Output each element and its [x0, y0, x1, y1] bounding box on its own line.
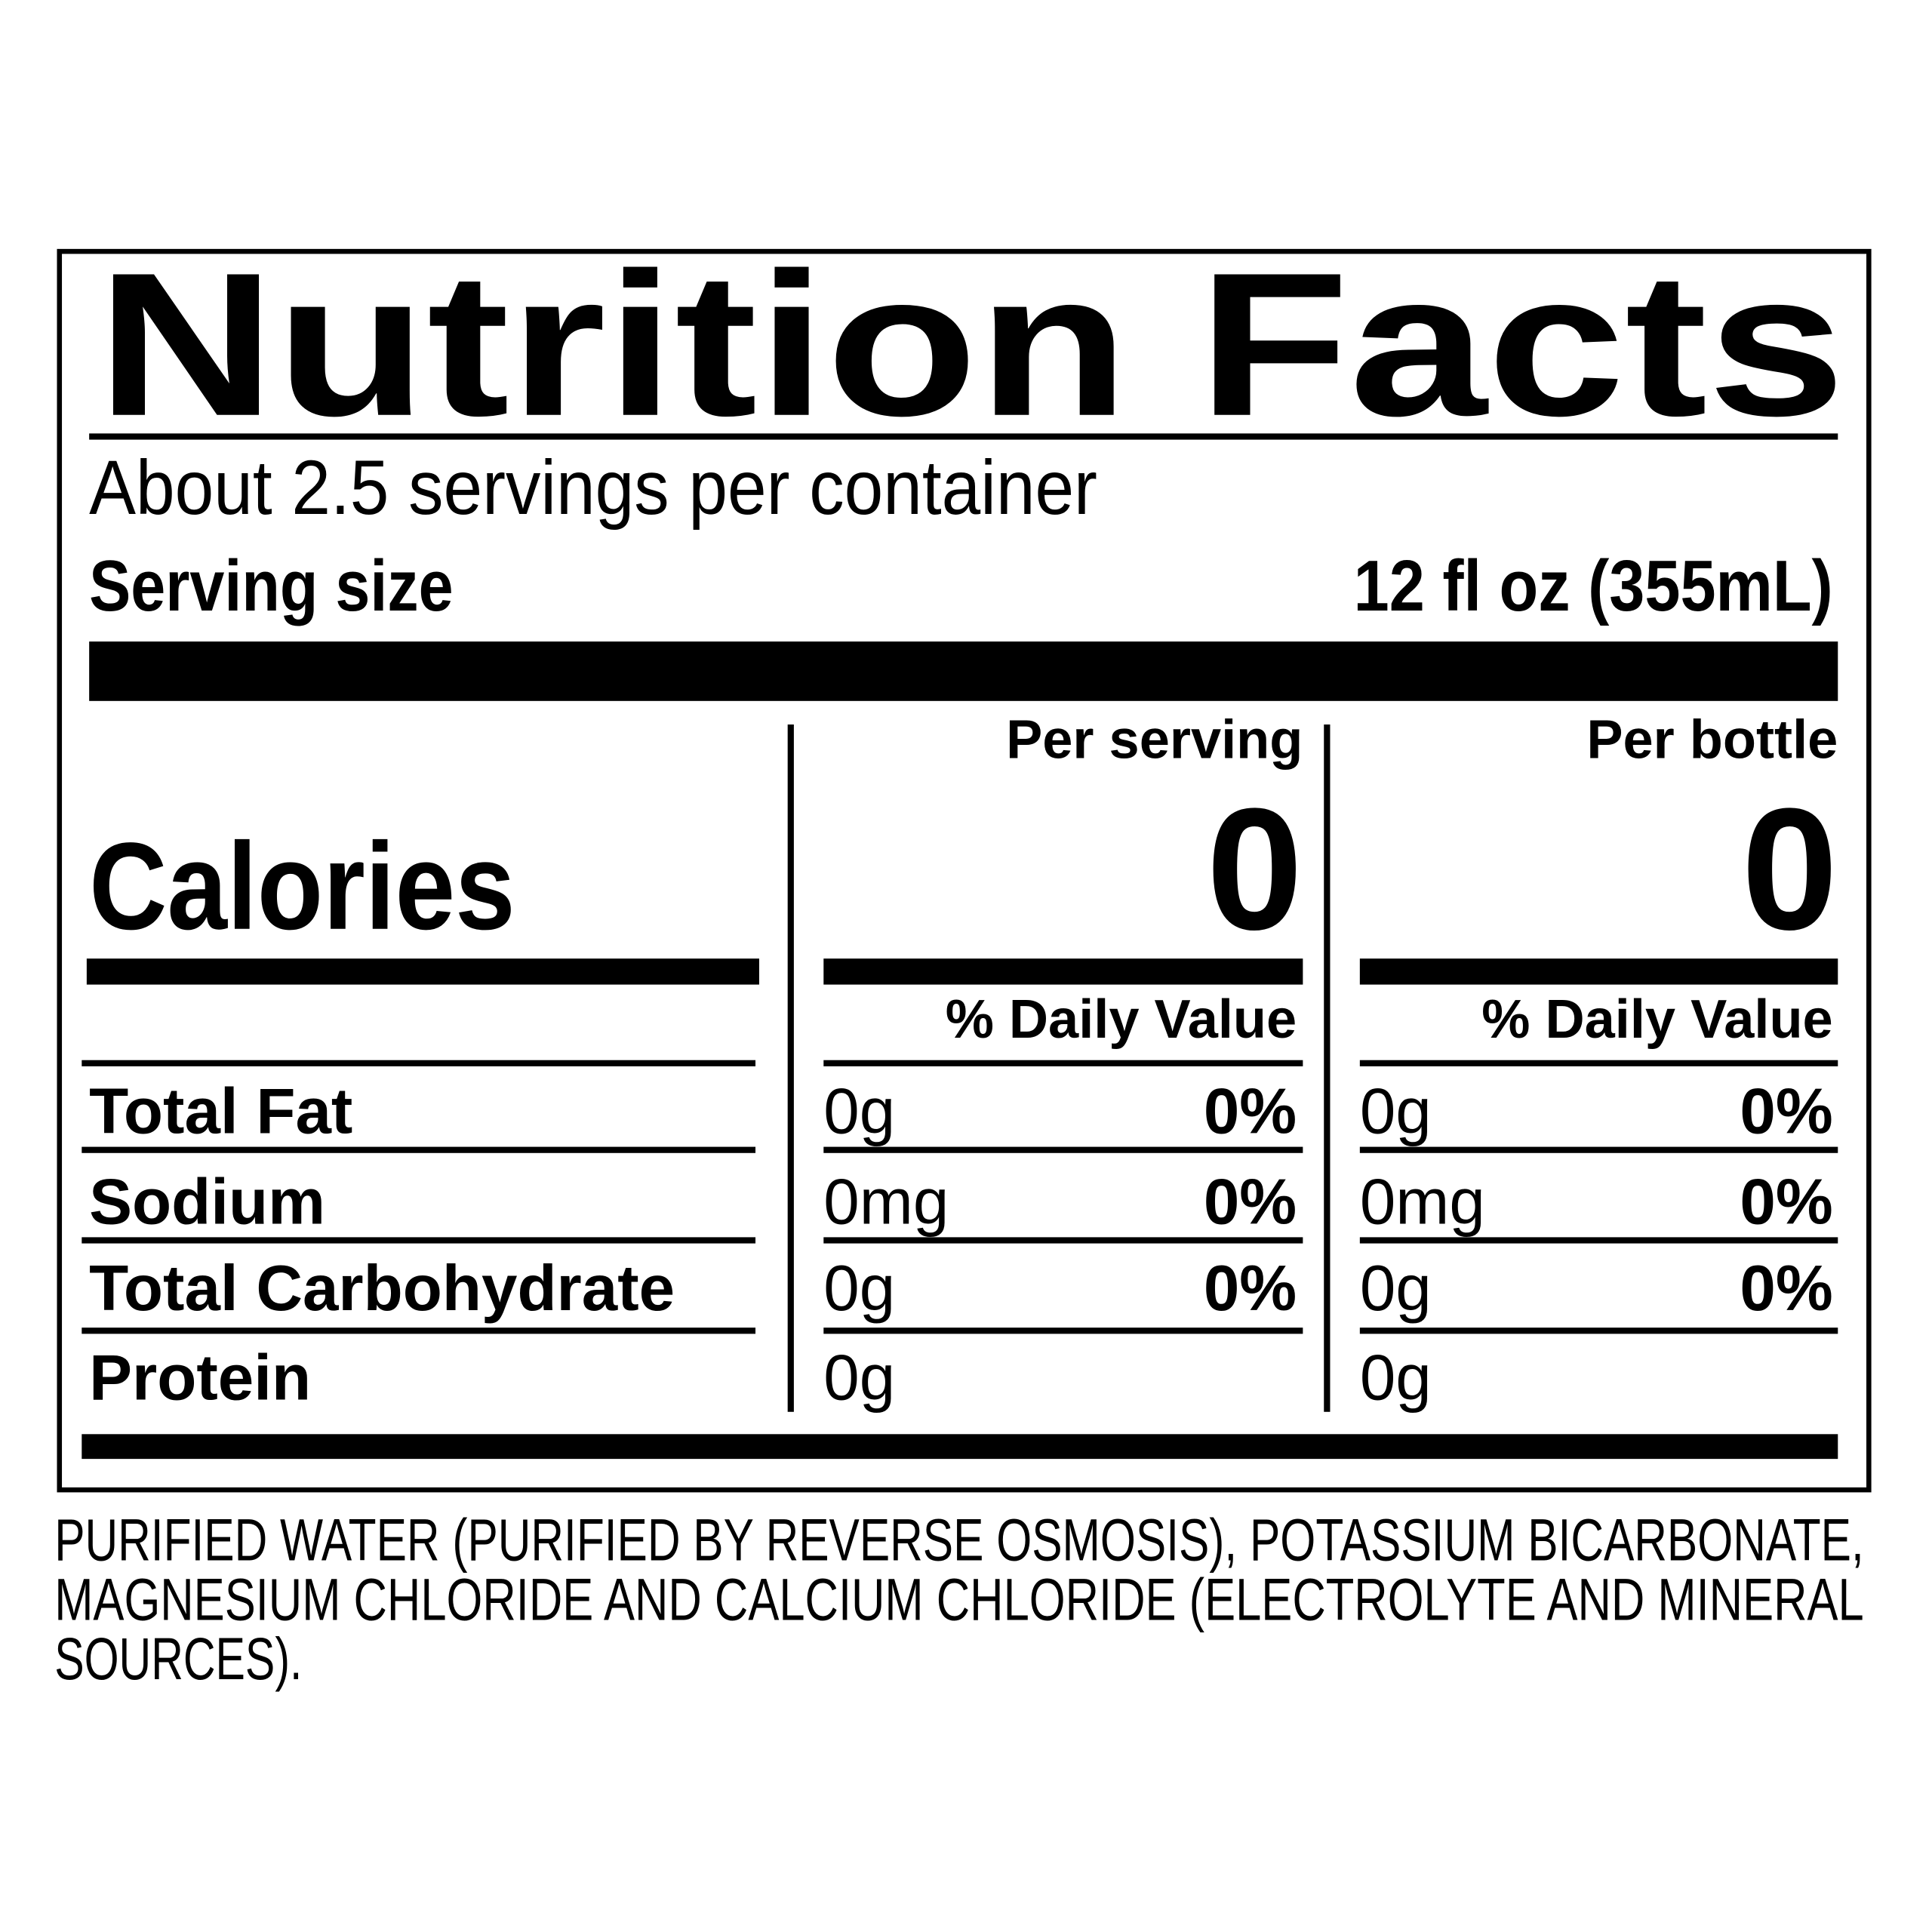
- nutrient-rows: Total Fat 0g 0% 0g 0% Sodium 0mg 0% 0mg 0% Total C…: [89, 1076, 1833, 1414]
- medium-bar: [86, 958, 759, 985]
- nutrient-name: Total Carbohydrate: [89, 1253, 675, 1324]
- medium-bar: [823, 958, 1303, 985]
- thick-bar: [82, 1434, 1838, 1460]
- nutrient-dv: 0%: [1740, 1166, 1832, 1238]
- rule: [82, 1237, 756, 1244]
- daily-value-heading: % Daily Value: [1481, 989, 1832, 1050]
- rule: [1359, 1237, 1838, 1244]
- nutrient-name: Protein: [89, 1342, 311, 1414]
- rule: [823, 1327, 1303, 1334]
- rule: [82, 1060, 756, 1066]
- nutrient-dv: 0%: [1740, 1253, 1832, 1324]
- rule: [823, 1060, 1303, 1066]
- column-heading: Per serving: [1006, 709, 1303, 770]
- rule: [82, 1327, 756, 1334]
- nutrient-dv: 0%: [1740, 1076, 1832, 1148]
- nutrient-amount: 0g: [1360, 1342, 1432, 1414]
- ingredients-line: PURIFIED WATER (PURIFIED BY REVERSE OSMO…: [54, 1507, 1864, 1574]
- rule: [823, 1146, 1303, 1153]
- rule: [1359, 1327, 1838, 1334]
- serving-size: 12 fl oz (355mL): [1354, 546, 1833, 626]
- nutrient-dv: 0%: [1204, 1166, 1297, 1238]
- row-rules: [82, 1060, 1838, 1334]
- serving-size-label: Serving size: [89, 546, 453, 626]
- servings: About 2.5 servings per container: [89, 445, 1097, 531]
- rule: [1359, 1060, 1838, 1066]
- rule: [89, 433, 1838, 440]
- column-heading: Per bottle: [1586, 709, 1838, 770]
- rule: [823, 1237, 1303, 1244]
- label-border: [57, 248, 1872, 1493]
- title: Nutrition Facts: [97, 231, 1845, 459]
- thick-bar: [89, 641, 1838, 701]
- medium-bar: [1359, 958, 1838, 985]
- calories-value: 0: [1207, 772, 1303, 966]
- nutrient-amount: 0g: [1360, 1253, 1432, 1324]
- nutrient-amount: 0g: [823, 1076, 895, 1148]
- nutrient-amount: 0g: [823, 1342, 895, 1414]
- column-divider: [1324, 724, 1331, 1412]
- nutrient-amount: 0mg: [1360, 1166, 1485, 1238]
- calories-label: Calories: [89, 817, 515, 955]
- ingredients-line: MAGNESIUM CHLORIDE AND CALCIUM CHLORIDE …: [54, 1566, 1864, 1632]
- nutrient-dv: 0%: [1204, 1253, 1297, 1324]
- nutrient-name: Sodium: [89, 1166, 325, 1238]
- calories-value: 0: [1742, 772, 1838, 966]
- nutrient-amount: 0g: [1360, 1076, 1432, 1148]
- daily-value-heading: % Daily Value: [946, 989, 1297, 1050]
- column-divider: [787, 724, 794, 1412]
- nutrient-amount: 0mg: [823, 1166, 949, 1238]
- nutrient-dv: 0%: [1204, 1076, 1297, 1148]
- nutrient-amount: 0g: [823, 1253, 895, 1324]
- ingredients-line: SOURCES).: [54, 1626, 302, 1692]
- rule: [82, 1146, 756, 1153]
- nutrient-name: Total Fat: [89, 1076, 352, 1148]
- rule: [1359, 1146, 1838, 1153]
